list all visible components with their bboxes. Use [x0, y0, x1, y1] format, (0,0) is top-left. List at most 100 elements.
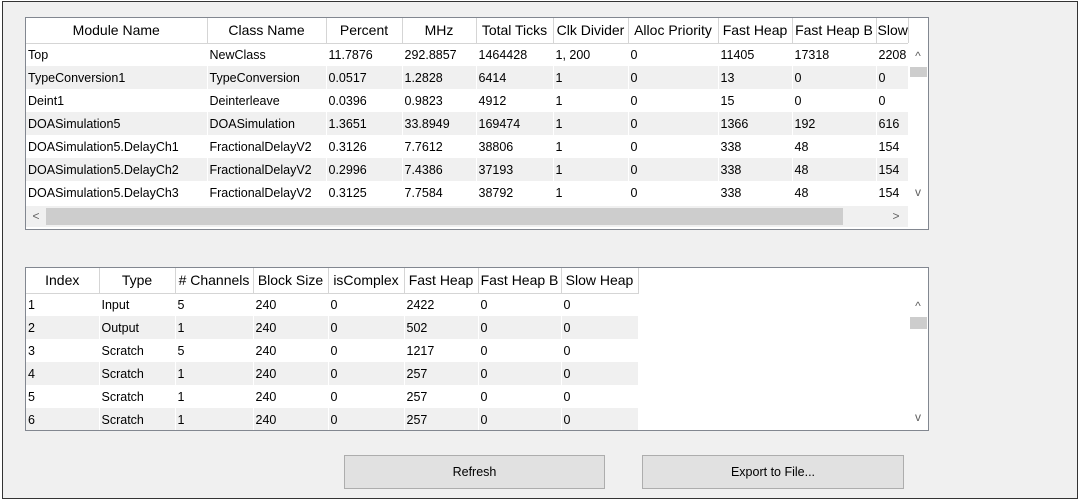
table-cell: Deinterleave [207, 89, 327, 112]
table-row[interactable]: TypeConversion1 TypeConversion 0.0517 1.282… [26, 66, 909, 89]
table-cell: 1, 200 [553, 43, 629, 66]
buffers-vertical-scrollbar[interactable]: ^ v [908, 293, 928, 430]
column-header[interactable]: Percent [326, 18, 403, 44]
modules-horizontal-scrollbar[interactable]: < > [26, 206, 908, 227]
column-header[interactable]: Type [99, 268, 176, 294]
table-cell: 0 [478, 385, 562, 408]
scroll-right-icon[interactable]: > [892, 209, 900, 223]
scroll-down-icon[interactable]: v [915, 185, 921, 199]
table-cell: 48 [792, 135, 877, 158]
column-header[interactable]: Fast Heap B [792, 18, 877, 44]
table-cell: 338 [718, 135, 793, 158]
column-header[interactable]: Fast Heap [718, 18, 793, 44]
table-cell: 0.0517 [326, 66, 403, 89]
column-header[interactable]: Class Name [207, 18, 327, 44]
column-header[interactable]: Clk Divider [553, 18, 629, 44]
table-cell: 0 [561, 293, 639, 316]
modules-vertical-scrollbar[interactable]: ^ v [908, 43, 928, 206]
table-cell: 240 [253, 293, 329, 316]
table-cell: 5 [26, 385, 100, 408]
table-row[interactable]: DOASimulation5.DelayCh3 FractionalDelayV2… [26, 181, 909, 204]
table-cell: 0 [628, 181, 719, 204]
horizontal-scroll-thumb[interactable] [46, 208, 843, 225]
table-cell: 1217 [404, 339, 479, 362]
table-cell: 0 [328, 362, 405, 385]
export-to-file-button[interactable]: Export to File... [642, 455, 904, 489]
table-cell: 257 [404, 385, 479, 408]
table-cell: 2422 [404, 293, 479, 316]
column-header[interactable]: Module Name [26, 18, 208, 44]
table-cell: 1 [175, 385, 254, 408]
table-cell: 0 [561, 316, 639, 339]
column-header[interactable]: Slow Heap [561, 268, 639, 294]
table-cell: 0 [628, 66, 719, 89]
column-header[interactable]: Fast Heap B [478, 268, 562, 294]
scroll-up-icon[interactable]: ^ [915, 49, 921, 63]
table-cell: 1464428 [476, 43, 554, 66]
table-cell: 0 [876, 66, 909, 89]
buffers-grid[interactable]: Index Type # Channels Block Size isComplex Fa… [25, 267, 929, 431]
table-cell: 154 [876, 181, 909, 204]
table-row[interactable]: Deint1 Deinterleave 0.0396 0.9823 4912 1 0 15 0 0 [26, 89, 909, 112]
column-header[interactable]: Fast Heap [404, 268, 479, 294]
table-row[interactable]: Top NewClass 11.7876 292.8857 1464428 1, 200 0… [26, 43, 909, 66]
table-row[interactable]: 1 Input 5 240 0 2422 0 0 [26, 293, 639, 316]
table-cell: TypeConversion [207, 66, 327, 89]
column-header[interactable]: Alloc Priority [628, 18, 719, 44]
table-row[interactable]: 2 Output 1 240 0 502 0 0 [26, 316, 639, 339]
table-cell: DOASimulation5.DelayCh1 [26, 135, 208, 158]
table-cell: Input [99, 293, 176, 316]
column-header[interactable]: Total Ticks [476, 18, 554, 44]
scroll-up-icon[interactable]: ^ [915, 299, 921, 313]
scroll-thumb[interactable] [910, 317, 927, 329]
table-cell: DOASimulation [207, 112, 327, 135]
table-cell: 6414 [476, 66, 554, 89]
table-row[interactable]: DOASimulation5.DelayCh1 FractionalDelayV2… [26, 135, 909, 158]
column-header[interactable]: Block Size [253, 268, 329, 294]
table-cell: 0.3126 [326, 135, 403, 158]
table-row[interactable]: DOASimulation5.DelayCh2 FractionalDelayV2… [26, 158, 909, 181]
column-header[interactable]: Index [26, 268, 100, 294]
table-cell: 257 [404, 362, 479, 385]
table-cell: 0.9823 [402, 89, 477, 112]
scroll-thumb[interactable] [910, 67, 927, 77]
table-cell: 0 [478, 339, 562, 362]
table-cell: 1.3651 [326, 112, 403, 135]
table-cell: 17318 [792, 43, 877, 66]
modules-grid[interactable]: Module Name Class Name Percent MHz Total Tic… [25, 17, 929, 230]
table-cell: 0.0396 [326, 89, 403, 112]
table-cell: 338 [718, 158, 793, 181]
column-header[interactable]: MHz [402, 18, 477, 44]
table-row[interactable]: 3 Scratch 5 240 0 1217 0 0 [26, 339, 639, 362]
table-cell: 1 [175, 316, 254, 339]
table-cell: 6 [26, 408, 100, 430]
table-cell: 38806 [476, 135, 554, 158]
scroll-down-icon[interactable]: v [915, 410, 921, 424]
table-row[interactable]: DOASimulation5 DOASimulation 1.3651 33.8949… [26, 112, 909, 135]
column-header[interactable]: isComplex [328, 268, 405, 294]
column-header[interactable]: Slow [876, 18, 909, 44]
table-cell: 7.7612 [402, 135, 477, 158]
table-cell: 33.8949 [402, 112, 477, 135]
table-cell: 169474 [476, 112, 554, 135]
refresh-button[interactable]: Refresh [344, 455, 605, 489]
table-cell: 0 [561, 339, 639, 362]
table-cell: Scratch [99, 385, 176, 408]
table-row[interactable]: 4 Scratch 1 240 0 257 0 0 [26, 362, 639, 385]
table-cell: FractionalDelayV2 [207, 158, 327, 181]
table-cell: 0 [328, 385, 405, 408]
table-row[interactable]: 6 Scratch 1 240 0 257 0 0 [26, 408, 639, 430]
table-cell: 0 [328, 408, 405, 430]
table-row[interactable]: 5 Scratch 1 240 0 257 0 0 [26, 385, 639, 408]
table-cell: 11.7876 [326, 43, 403, 66]
table-cell: DOASimulation5 [26, 112, 208, 135]
table-cell: 0 [628, 158, 719, 181]
table-cell: 4 [26, 362, 100, 385]
column-header[interactable]: # Channels [175, 268, 254, 294]
table-cell: 192 [792, 112, 877, 135]
table-cell: 5 [175, 293, 254, 316]
table-cell: 1 [553, 89, 629, 112]
table-cell: 1 [175, 408, 254, 430]
scroll-left-icon[interactable]: < [32, 209, 40, 223]
table-cell: 37193 [476, 158, 554, 181]
